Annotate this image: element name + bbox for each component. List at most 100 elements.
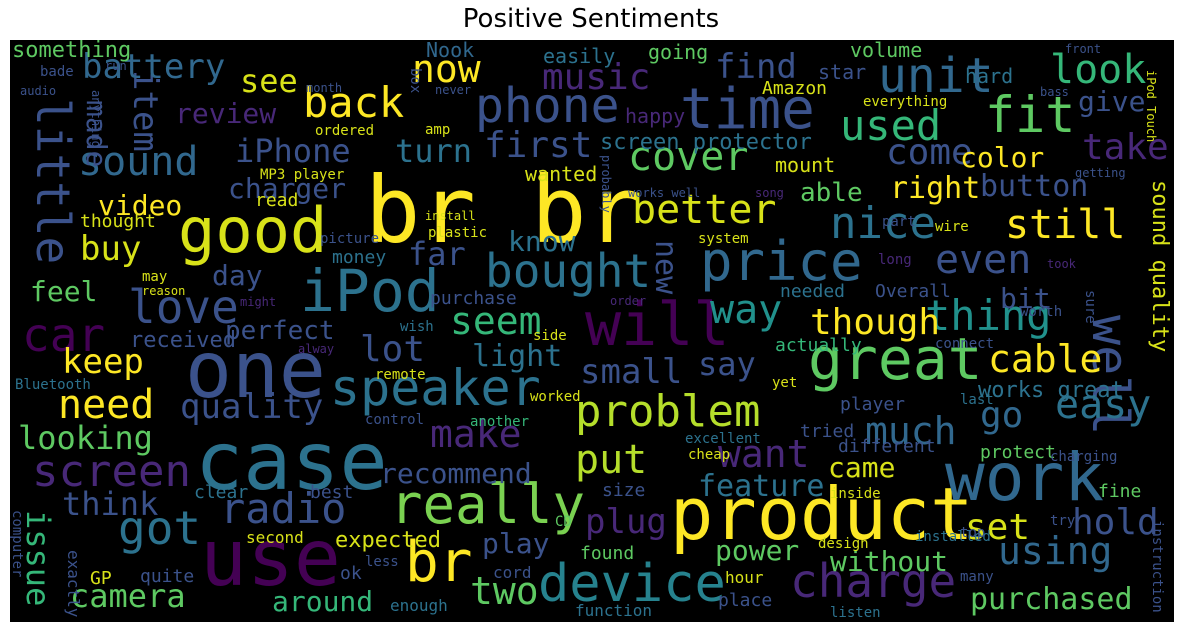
cloud-word: new <box>648 240 683 295</box>
cloud-word: back <box>303 78 405 127</box>
cloud-word: excellent <box>685 431 761 447</box>
cloud-word: fine <box>1098 481 1142 502</box>
cloud-word: place <box>718 590 773 611</box>
cloud-word: iPhone <box>235 132 351 170</box>
cloud-word: charge <box>790 554 957 608</box>
cloud-word: mount <box>775 153 836 177</box>
cloud-word: use <box>200 514 341 604</box>
cloud-word: audio <box>20 84 57 98</box>
cloud-word: worth <box>1020 304 1063 320</box>
cloud-word: volume <box>850 40 923 62</box>
cloud-word: play <box>482 527 550 560</box>
cloud-word: order <box>610 294 647 308</box>
cloud-word: hold <box>1072 502 1159 543</box>
cloud-word: actually <box>775 335 862 356</box>
cloud-word: sound quality <box>1147 180 1172 353</box>
cloud-word: cover <box>628 134 749 180</box>
cloud-word: fit <box>985 86 1076 144</box>
cloud-word: charger <box>228 172 347 205</box>
cloud-word: device <box>538 554 726 614</box>
cloud-word: think <box>62 485 159 523</box>
cloud-word: happy <box>625 104 686 128</box>
cloud-word: box <box>407 68 423 94</box>
cloud-word: will <box>585 290 730 360</box>
cloud-word: cheap <box>688 447 731 463</box>
cloud-word: connect <box>935 336 995 352</box>
cloud-word: bought <box>485 244 652 298</box>
cloud-word: cord <box>493 563 532 582</box>
cloud-word: work <box>945 439 1104 516</box>
cloud-word: picture <box>320 231 380 247</box>
cloud-word: review <box>175 97 277 130</box>
cloud-word: purchase <box>430 288 517 309</box>
cloud-word: plug <box>585 502 667 542</box>
cloud-word: product <box>670 472 974 556</box>
cloud-word: took <box>1047 257 1076 271</box>
cloud-word: instruction <box>1149 520 1165 613</box>
cloud-word: still <box>1005 202 1126 248</box>
cloud-word: wire <box>935 219 969 235</box>
cloud-word: best <box>310 482 354 503</box>
cloud-word: try <box>1050 513 1076 529</box>
cloud-word: br <box>405 530 473 595</box>
cloud-word: able <box>800 178 863 208</box>
cloud-word: design <box>818 536 869 552</box>
cloud-word: video <box>98 189 183 222</box>
cloud-word: system <box>698 231 749 247</box>
cloud-word: CD <box>555 514 572 530</box>
cloud-word: song <box>755 186 784 200</box>
cloud-word: give <box>1078 85 1146 118</box>
cloud-word: might <box>240 295 277 309</box>
cloud-word: music <box>542 57 651 98</box>
cloud-word: go <box>980 395 1024 436</box>
cloud-word: easy <box>1055 382 1152 428</box>
cloud-word: time <box>680 77 815 142</box>
word-cloud: br br case product one good use work will time gr… <box>10 40 1174 622</box>
cloud-word: recommend <box>380 457 532 490</box>
cloud-word: set <box>965 507 1031 548</box>
cloud-word: amp <box>425 122 451 138</box>
cloud-word: month <box>306 81 343 95</box>
cloud-word: ordered <box>315 123 375 139</box>
cloud-word: player <box>840 394 906 415</box>
cloud-word: exactly <box>64 550 83 618</box>
cloud-word: listen <box>830 605 881 621</box>
cloud-word: star <box>818 60 867 84</box>
cloud-word: much <box>865 409 957 453</box>
cloud-word: great <box>808 325 983 393</box>
cloud-word: remote <box>375 367 426 383</box>
cloud-word: side <box>533 328 567 344</box>
chart-title: Positive Sentiments <box>462 4 720 34</box>
cloud-word: color <box>960 141 1045 174</box>
cloud-word: tried <box>800 421 855 442</box>
cloud-word: iPod <box>300 257 440 325</box>
cloud-word: read <box>255 190 299 211</box>
cloud-word: MP3 player <box>260 167 345 183</box>
cloud-word: know <box>508 225 576 258</box>
cloud-word: installed <box>915 529 991 545</box>
cloud-word: bade <box>40 64 74 80</box>
cloud-word: found <box>580 543 635 564</box>
cloud-word: many <box>960 569 994 585</box>
cloud-word: see <box>240 62 298 100</box>
cloud-word: unit <box>878 48 994 104</box>
cloud-word: take <box>1082 127 1169 168</box>
cloud-word: expected <box>335 528 441 553</box>
cloud-word: lot <box>360 329 426 370</box>
cloud-word: good <box>178 194 328 267</box>
cloud-word: ok <box>340 563 362 584</box>
cloud-word: second <box>246 528 304 547</box>
cloud-word: radio <box>220 484 347 533</box>
cloud-word: issue <box>19 510 57 607</box>
cloud-word: plastic <box>428 225 488 241</box>
cloud-word: feel <box>30 275 98 308</box>
cloud-word: control <box>365 412 425 428</box>
cloud-word: love <box>128 280 239 334</box>
cloud-word: need <box>58 382 155 428</box>
cloud-word: day <box>212 259 263 292</box>
cloud-word: br br <box>365 157 642 264</box>
cloud-word: first <box>484 125 593 166</box>
cloud-word: iPod Touch <box>1144 70 1158 143</box>
cloud-word: got <box>118 501 202 555</box>
cloud-word: going <box>648 40 709 64</box>
